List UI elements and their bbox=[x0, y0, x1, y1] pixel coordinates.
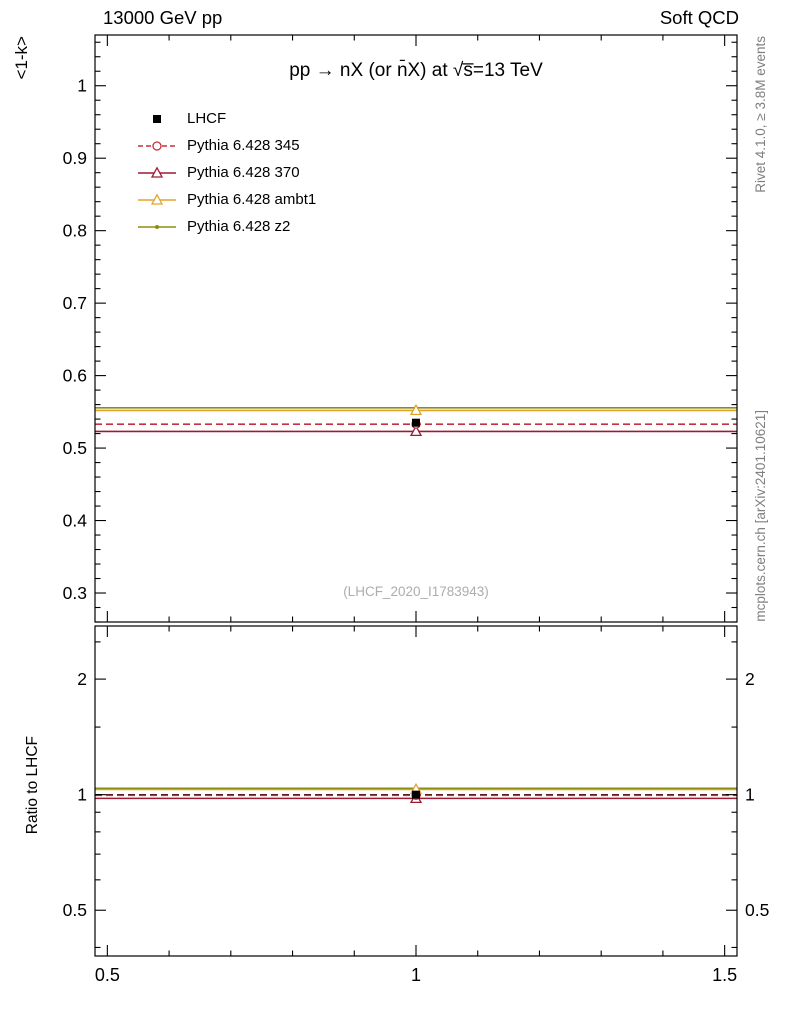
rivet-version-label: Rivet 4.1.0, ≥ 3.8M events bbox=[753, 36, 768, 193]
tick-label: 0.5 bbox=[63, 900, 87, 920]
tick-label: 2 bbox=[77, 669, 87, 689]
tick-label: 0.4 bbox=[63, 511, 88, 531]
legend-entry-lhcf: LHCF bbox=[137, 105, 316, 132]
tick-label: 0.5 bbox=[63, 438, 87, 458]
legend-entry-pythia-z2: Pythia 6.428 z2 bbox=[137, 213, 316, 240]
marker-circle bbox=[152, 140, 162, 151]
legend-label: Pythia 6.428 370 bbox=[187, 164, 300, 181]
beam-energy-label: 13000 GeV pp bbox=[103, 7, 223, 28]
legend-label: LHCF bbox=[187, 110, 227, 127]
marker-square bbox=[412, 790, 420, 799]
marker-triangle bbox=[150, 165, 164, 178]
tick-label: 1.5 bbox=[712, 965, 737, 985]
tick-label: 0.9 bbox=[63, 148, 87, 168]
legend-symbol-square-icon bbox=[153, 114, 161, 123]
tick-label: 0.5 bbox=[95, 965, 120, 985]
tick-label: 1 bbox=[77, 785, 87, 805]
tick-label: 0.6 bbox=[63, 366, 87, 386]
tick-label: 2 bbox=[745, 669, 755, 689]
tick-label: 0.8 bbox=[63, 221, 87, 241]
marker-triangle bbox=[409, 403, 423, 416]
marker-square bbox=[153, 114, 161, 123]
legend-symbol-circle-icon bbox=[138, 140, 176, 151]
y-axis-title-main: <1-k> bbox=[12, 36, 31, 80]
marker-triangle bbox=[409, 424, 423, 437]
tick-label: 1 bbox=[77, 76, 87, 96]
legend-entry-pythia-345: Pythia 6.428 345 bbox=[137, 132, 316, 159]
marker-dot bbox=[155, 224, 159, 229]
analysis-id-watermark: (LHCF_2020_I1783943) bbox=[343, 584, 489, 599]
mcplots-arxiv-label: mcplots.cern.ch [arXiv:2401.10621] bbox=[753, 410, 768, 622]
marker-square bbox=[412, 418, 420, 427]
legend: LHCF Pythia 6.428 345 Pythia 6.428 370 P… bbox=[137, 105, 316, 240]
legend-entry-pythia-ambt1: Pythia 6.428 ambt1 bbox=[137, 186, 316, 213]
y-axis-title-ratio: Ratio to LHCF bbox=[24, 736, 41, 835]
legend-symbol-triangle-icon bbox=[138, 192, 176, 205]
marker-triangle bbox=[150, 192, 164, 205]
tick-label: 0.3 bbox=[63, 583, 87, 603]
legend-symbol-triangle-icon bbox=[138, 165, 176, 178]
legend-label: Pythia 6.428 ambt1 bbox=[187, 191, 317, 208]
process-group-label: Soft QCD bbox=[659, 7, 739, 28]
legend-label: Pythia 6.428 z2 bbox=[187, 218, 291, 235]
tick-label: 1 bbox=[411, 965, 421, 985]
legend-entry-pythia-370: Pythia 6.428 370 bbox=[137, 159, 316, 186]
legend-label: Pythia 6.428 345 bbox=[187, 137, 300, 154]
plot-title: pp → nX (or n̄X) at √s̅=13 TeV bbox=[289, 60, 543, 81]
legend-symbol-dot-icon bbox=[138, 224, 176, 229]
tick-label: 1 bbox=[745, 785, 755, 805]
tick-label: 0.7 bbox=[63, 293, 87, 313]
tick-label: 0.5 bbox=[745, 900, 769, 920]
